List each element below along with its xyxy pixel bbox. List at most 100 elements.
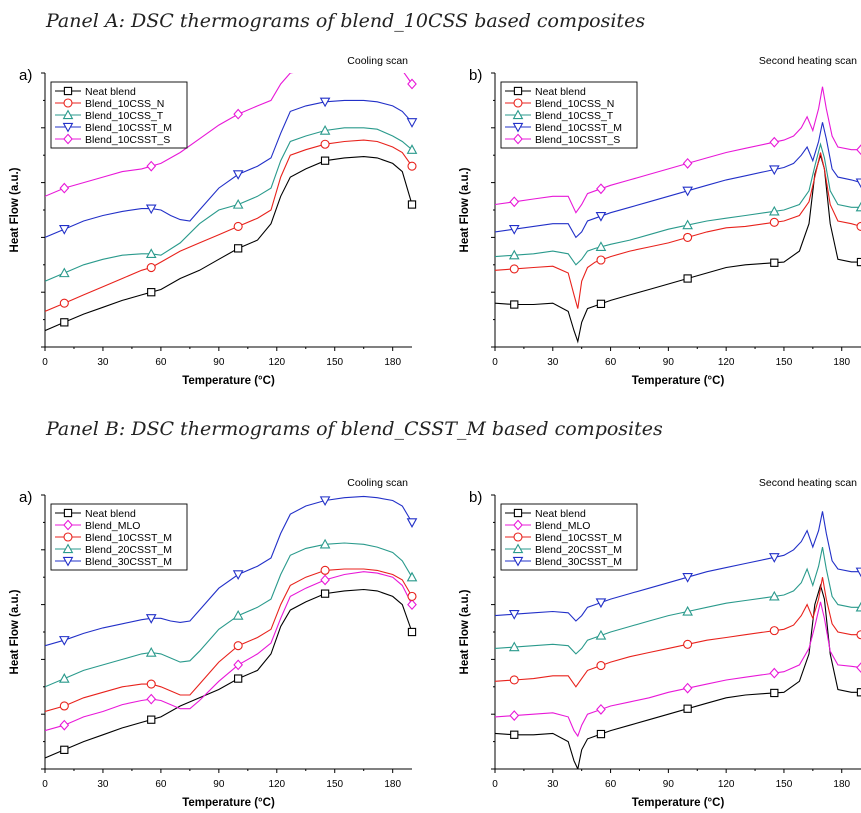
legend-marker [513, 98, 523, 108]
series-line-4 [45, 542, 412, 688]
x-tick-label: 150 [776, 357, 793, 368]
data-point [406, 518, 418, 528]
data-point [770, 258, 779, 267]
chart-title: Cooling scan [347, 55, 408, 67]
series-line-2 [495, 601, 861, 738]
legend [50, 81, 188, 149]
series-line-2 [45, 139, 412, 312]
data-point [855, 601, 861, 612]
chart-2: 0 30 60 90 120 150 180 Temperature (°C) Heat Flo… [459, 55, 861, 387]
x-tick-label: 150 [326, 357, 343, 368]
legend-marker [63, 133, 73, 145]
data-point [407, 161, 417, 171]
series-line-5 [495, 511, 861, 622]
data-point [508, 249, 520, 260]
series-line-5 [45, 495, 412, 647]
panel-a-title: Panel A: DSC thermograms of blend_10CSS … [46, 10, 646, 32]
chart-1: 0 30 60 90 120 150 180 Temperature (°C) Heat Flo… [9, 55, 418, 387]
data-point [596, 299, 606, 308]
legend-marker [512, 109, 524, 120]
data-point [320, 589, 330, 598]
legend-label: Neat blend [535, 508, 586, 520]
x-axis-label: Temperature (°C) [632, 797, 725, 809]
data-point [769, 136, 780, 148]
legend-marker [513, 532, 523, 542]
x-tick-label: 30 [547, 779, 559, 790]
data-point [233, 108, 243, 120]
y-axis-label: Heat Flow (a.u.) [9, 589, 21, 674]
chart-title: Cooling scan [347, 477, 408, 489]
data-point [58, 225, 70, 235]
data-point [320, 574, 330, 586]
chart-3: 0 30 60 90 120 150 180 Temperature (°C) Heat Flo… [9, 477, 418, 809]
legend-label: Blend_10CSS_N [535, 98, 614, 110]
data-point [319, 97, 331, 108]
data-point [508, 225, 520, 235]
legend-label: Blend_MLO [85, 520, 140, 532]
legend-marker [63, 532, 73, 542]
panel-letter: b) [469, 67, 482, 84]
data-point [856, 662, 861, 674]
data-point [509, 264, 519, 274]
x-tick-label: 0 [42, 357, 48, 368]
series-line-3 [495, 577, 861, 688]
data-point [510, 730, 519, 739]
data-point [234, 244, 243, 253]
legend-label: Blend_10CSS_T [535, 110, 614, 122]
data-point [233, 221, 243, 231]
data-point [58, 673, 70, 683]
data-point [233, 659, 243, 671]
data-point [58, 636, 70, 646]
y-axis-label: Heat Flow (a.u.) [459, 589, 471, 674]
legend-marker [63, 508, 73, 518]
legend-label: Neat blend [535, 86, 586, 98]
series-line-4 [45, 99, 412, 238]
data-point [145, 248, 157, 258]
legend-label: Blend_30CSST_M [85, 556, 172, 568]
data-point [146, 679, 156, 689]
data-point [407, 200, 417, 209]
data-point [232, 170, 244, 180]
legend-label: Blend_10CSST_M [85, 532, 172, 544]
data-point [406, 144, 418, 154]
data-point [407, 591, 417, 601]
x-tick-label: 60 [605, 357, 617, 368]
data-point [769, 217, 779, 227]
data-point [60, 318, 69, 327]
legend-label: Blend_10CSS_T [85, 110, 164, 122]
data-point [682, 186, 693, 197]
data-point [509, 675, 519, 685]
chart-4: 0 30 60 90 120 150 180 Temperature (°C) Heat Flo… [459, 477, 861, 809]
x-tick-label: 60 [155, 357, 167, 368]
legend-marker [513, 86, 523, 96]
x-tick-label: 0 [492, 357, 498, 368]
data-point [232, 610, 244, 620]
x-tick-label: 90 [213, 779, 225, 790]
data-point [596, 703, 606, 715]
data-point [147, 288, 156, 297]
x-tick-label: 0 [42, 779, 48, 790]
series-line-1 [45, 156, 412, 332]
legend-marker [512, 556, 524, 567]
x-axis-label: Temperature (°C) [182, 375, 275, 387]
data-point [855, 178, 861, 189]
x-tick-label: 180 [384, 779, 401, 790]
data-point [509, 196, 520, 208]
legend-marker [513, 519, 523, 531]
panel-letter: a) [19, 489, 32, 506]
legend-label: Blend_10CSST_S [85, 134, 170, 146]
x-tick-label: 180 [833, 357, 850, 368]
series-line-2 [45, 571, 412, 732]
data-point [683, 232, 693, 242]
panel-letter: b) [469, 489, 482, 506]
legend-label: Blend_10CSST_M [535, 532, 622, 544]
data-point [595, 212, 607, 222]
data-point [233, 641, 243, 651]
data-point [407, 78, 417, 90]
data-point [855, 567, 861, 578]
series-line-1 [495, 583, 861, 769]
data-point [59, 298, 69, 308]
chart-title: Second heating scan [759, 477, 857, 489]
data-point [234, 674, 243, 683]
